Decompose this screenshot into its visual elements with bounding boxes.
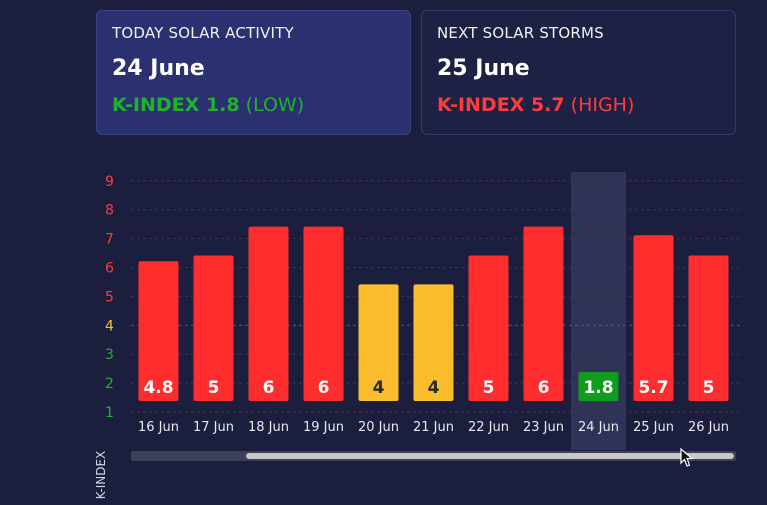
bar-24-jun[interactable] <box>578 372 619 401</box>
next-k-index: K-INDEX 5.7 (HIGH) <box>437 94 720 116</box>
y-tick-label-1: 1 <box>105 405 114 421</box>
bar-value-label: 5 <box>703 378 715 398</box>
bar-value-label: 4.8 <box>143 378 173 398</box>
next-card-date: 25 June <box>437 56 530 81</box>
highlight-band <box>571 172 626 450</box>
bar-value-label: 5 <box>208 378 220 398</box>
chart-horizontal-scrollbar[interactable] <box>131 451 736 461</box>
y-tick-label-3: 3 <box>105 347 114 363</box>
y-tick-label-6: 6 <box>105 261 114 277</box>
bar-value-label: 6 <box>538 378 550 398</box>
bar-value-label: 6 <box>318 378 330 398</box>
today-card-label: TODAY SOLAR ACTIVITY <box>112 24 294 42</box>
scrollbar-thumb[interactable] <box>246 453 734 459</box>
next-k-level: (HIGH) <box>570 94 635 116</box>
y-axis-label: K-INDEX <box>94 450 108 500</box>
bar-21-jun[interactable] <box>413 284 454 401</box>
bar-value-label: 4 <box>373 378 385 398</box>
next-storm-card: NEXT SOLAR STORMS 25 June K-INDEX 5.7 (H… <box>421 10 736 135</box>
x-tick-label: 18 Jun <box>248 420 289 435</box>
bar-23-jun[interactable] <box>523 226 564 401</box>
bar-26-jun[interactable] <box>688 255 729 402</box>
k-index-chart: 1 2 3 4 5 6 7 8 9 4.8 16 Jun 5 17 Jun 6 18 Jun 6 19 Jun 4… <box>95 170 745 450</box>
today-card-date: 24 June <box>112 56 205 81</box>
x-tick-label: 22 Jun <box>468 420 509 435</box>
bar-25-jun[interactable] <box>633 235 674 401</box>
bar-22-jun[interactable] <box>468 255 509 402</box>
bar-19-jun[interactable] <box>303 226 344 401</box>
k-index-bar-chart: 1 2 3 4 5 6 7 8 9 4.8 16 Jun 5 17 Jun 6 18 Jun 6 19 Jun 4… <box>105 172 740 450</box>
bar-20-jun[interactable] <box>358 284 399 401</box>
today-k-level: (LOW) <box>245 94 305 116</box>
x-tick-label: 16 Jun <box>138 420 179 435</box>
bar-value-label: 4 <box>428 378 440 398</box>
y-tick-label-5: 5 <box>105 289 114 305</box>
y-tick-label-4: 4 <box>105 318 114 334</box>
bar-17-jun[interactable] <box>193 255 234 402</box>
x-tick-label: 21 Jun <box>413 420 454 435</box>
bar-value-label: 5.7 <box>638 378 668 398</box>
bar-value-label: 6 <box>263 378 275 398</box>
x-tick-label: 17 Jun <box>193 420 234 435</box>
bar-16-jun[interactable] <box>138 261 179 401</box>
today-k-index: K-INDEX 1.8 (LOW) <box>112 94 395 116</box>
bar-18-jun[interactable] <box>248 226 289 401</box>
today-k-value: K-INDEX 1.8 <box>112 94 240 116</box>
next-k-value: K-INDEX 5.7 <box>437 94 565 116</box>
x-tick-label: 26 Jun <box>688 420 729 435</box>
next-card-label: NEXT SOLAR STORMS <box>437 24 604 42</box>
x-tick-label: 20 Jun <box>358 420 399 435</box>
y-tick-label-2: 2 <box>105 376 114 392</box>
y-tick-label-9: 9 <box>105 174 114 190</box>
bar-value-label: 5 <box>483 378 495 398</box>
x-tick-label: 25 Jun <box>633 420 674 435</box>
bar-value-label: 1.8 <box>583 378 613 398</box>
mouse-cursor-icon <box>680 447 694 472</box>
x-tick-label: 19 Jun <box>303 420 344 435</box>
x-tick-label: 23 Jun <box>523 420 564 435</box>
today-activity-card: TODAY SOLAR ACTIVITY 24 June K-INDEX 1.8… <box>96 10 411 135</box>
x-tick-label: 24 Jun <box>578 420 619 435</box>
y-tick-label-8: 8 <box>105 203 114 219</box>
y-tick-label-7: 7 <box>105 232 114 248</box>
